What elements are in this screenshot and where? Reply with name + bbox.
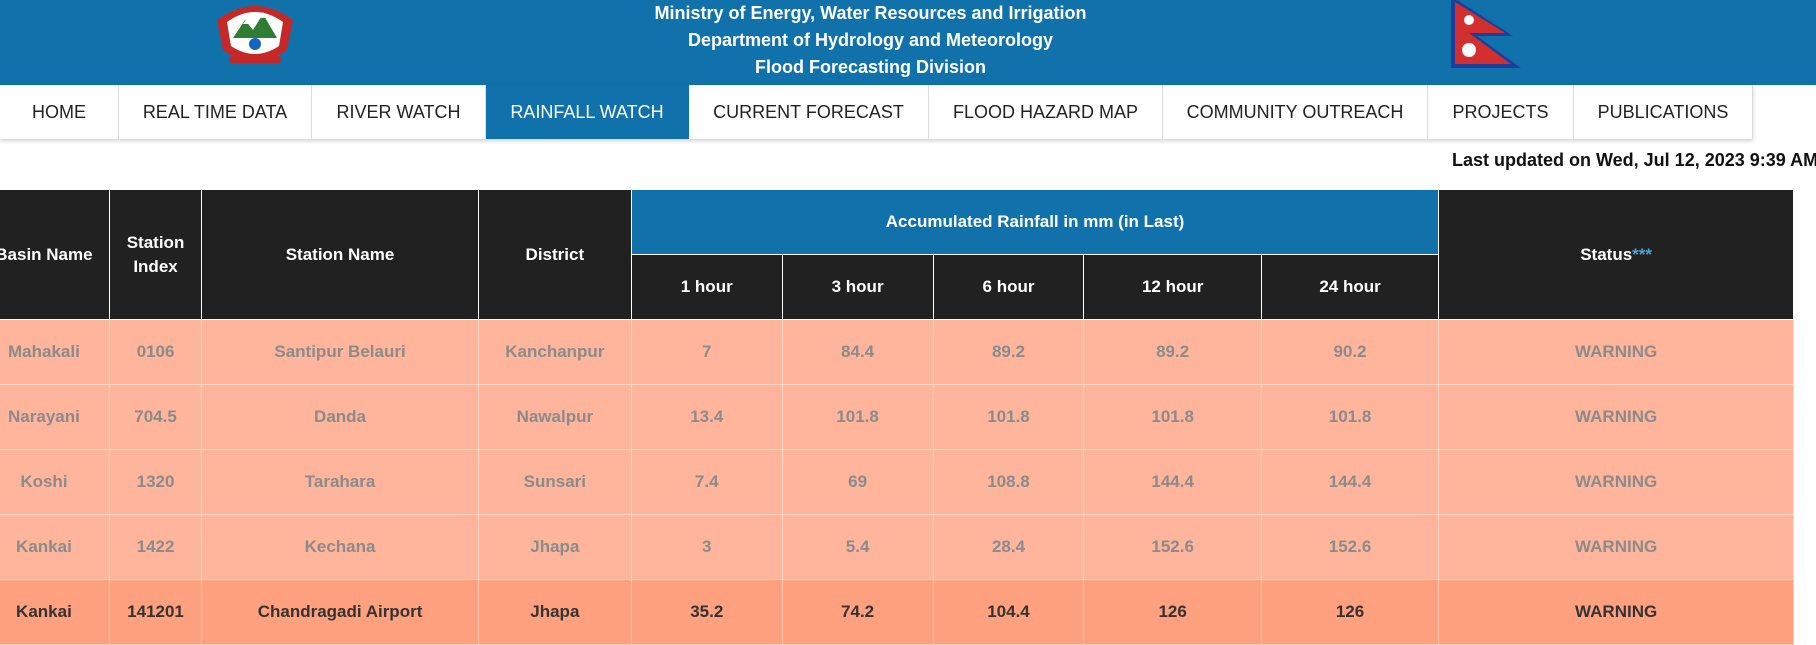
cell-12-hour: 144.4 bbox=[1083, 449, 1262, 515]
department-title: Department of Hydrology and Meteorology bbox=[687, 30, 1054, 50]
header-basin-name: Basin Name bbox=[0, 189, 110, 320]
cell-station: Kechana bbox=[201, 514, 479, 580]
cell-district: Jhapa bbox=[477, 514, 632, 580]
table-row: Koshi 1320 Tarahara Sunsari 7.4 69 108.8… bbox=[0, 449, 1794, 515]
header-accumulated-rainfall: Accumulated Rainfall in mm (in Last) bbox=[630, 189, 1440, 255]
cell-status: WARNING bbox=[1438, 319, 1794, 385]
header-station-name: Station Name bbox=[201, 189, 479, 320]
header-titles: Ministry of Energy, Water Resources and … bbox=[0, 0, 1741, 81]
cell-district: Nawalpur bbox=[477, 384, 632, 450]
cell-station: Danda bbox=[201, 384, 479, 450]
cell-6-hour: 108.8 bbox=[932, 449, 1085, 515]
division-title: Flood Forecasting Division bbox=[754, 57, 987, 77]
cell-status: WARNING bbox=[1438, 514, 1794, 580]
cell-district: Sunsari bbox=[477, 449, 632, 515]
cell-24-hour: 152.6 bbox=[1260, 514, 1440, 580]
cell-24-hour: 144.4 bbox=[1260, 449, 1440, 515]
cell-basin: Koshi bbox=[0, 449, 110, 515]
cell-6-hour: 28.4 bbox=[932, 514, 1085, 580]
cell-12-hour: 152.6 bbox=[1083, 514, 1262, 580]
status-label: Status bbox=[1580, 244, 1633, 264]
nav-home[interactable]: HOME bbox=[0, 85, 119, 139]
cell-district: Kanchanpur bbox=[477, 319, 632, 385]
cell-12-hour: 89.2 bbox=[1083, 319, 1262, 385]
cell-station: Santipur Belauri bbox=[201, 319, 479, 385]
cell-1-hour: 3 bbox=[630, 514, 783, 580]
cell-index: 1422 bbox=[108, 514, 203, 580]
header-3-hour: 3 hour bbox=[781, 254, 934, 320]
cell-12-hour: 126 bbox=[1083, 579, 1262, 645]
header-status: Status*** bbox=[1438, 189, 1794, 320]
nepal-emblem-icon bbox=[217, 6, 293, 63]
header-district: District bbox=[477, 189, 632, 320]
nav-real-time-data[interactable]: REAL TIME DATA bbox=[119, 85, 312, 139]
nav-community-outreach[interactable]: COMMUNITY OUTREACH bbox=[1163, 85, 1428, 139]
cell-1-hour: 7.4 bbox=[630, 449, 783, 515]
nepal-flag-icon bbox=[1451, 0, 1521, 68]
cell-1-hour: 35.2 bbox=[630, 579, 783, 645]
cell-6-hour: 101.8 bbox=[932, 384, 1085, 450]
cell-6-hour: 89.2 bbox=[932, 319, 1085, 385]
cell-3-hour: 74.2 bbox=[781, 579, 934, 645]
status-footnote-link[interactable]: *** bbox=[1632, 244, 1653, 264]
header-24-hour: 24 hour bbox=[1260, 254, 1440, 320]
cell-1-hour: 13.4 bbox=[630, 384, 783, 450]
cell-24-hour: 126 bbox=[1260, 579, 1440, 645]
ministry-title: Ministry of Energy, Water Resources and … bbox=[654, 3, 1087, 23]
cell-status: WARNING bbox=[1438, 449, 1794, 515]
cell-basin: Mahakali bbox=[0, 319, 110, 385]
cell-index: 141201 bbox=[108, 579, 203, 645]
table-row: Kankai 141201 Chandragadi Airport Jhapa … bbox=[0, 579, 1794, 645]
table-row: Mahakali 0106 Santipur Belauri Kanchanpu… bbox=[0, 319, 1794, 385]
cell-24-hour: 90.2 bbox=[1260, 319, 1440, 385]
cell-index: 0106 bbox=[108, 319, 203, 385]
nav-projects[interactable]: PROJECTS bbox=[1428, 85, 1574, 139]
cell-12-hour: 101.8 bbox=[1083, 384, 1262, 450]
last-updated-text: Last updated on Wed, Jul 12, 2023 9:39 A… bbox=[1452, 150, 1816, 170]
cell-basin: Narayani bbox=[0, 384, 110, 450]
cell-station: Chandragadi Airport bbox=[201, 579, 479, 645]
cell-1-hour: 7 bbox=[630, 319, 783, 385]
cell-status: WARNING bbox=[1438, 384, 1794, 450]
table-row: Kankai 1422 Kechana Jhapa 3 5.4 28.4 152… bbox=[0, 514, 1794, 580]
header-1-hour: 1 hour bbox=[630, 254, 783, 320]
header-station-index: Station Index bbox=[108, 189, 203, 320]
cell-index: 704.5 bbox=[108, 384, 203, 450]
cell-3-hour: 69 bbox=[781, 449, 934, 515]
nav-rainfall-watch[interactable]: RAINFALL WATCH bbox=[486, 85, 689, 139]
nav-flood-hazard-map[interactable]: FLOOD HAZARD MAP bbox=[929, 85, 1163, 139]
cell-6-hour: 104.4 bbox=[932, 579, 1085, 645]
cell-district: Jhapa bbox=[477, 579, 632, 645]
cell-3-hour: 5.4 bbox=[781, 514, 934, 580]
main-navigation: HOME REAL TIME DATA RIVER WATCH RAINFALL… bbox=[0, 85, 1753, 139]
site-header: Ministry of Energy, Water Resources and … bbox=[0, 0, 1816, 85]
cell-status: WARNING bbox=[1438, 579, 1794, 645]
cell-basin: Kankai bbox=[0, 514, 110, 580]
cell-24-hour: 101.8 bbox=[1260, 384, 1440, 450]
cell-basin: Kankai bbox=[0, 579, 110, 645]
cell-3-hour: 84.4 bbox=[781, 319, 934, 385]
rainfall-table: Basin Name Station Index Station Name Di… bbox=[0, 189, 1794, 645]
header-6-hour: 6 hour bbox=[932, 254, 1085, 320]
cell-station: Tarahara bbox=[201, 449, 479, 515]
nav-publications[interactable]: PUBLICATIONS bbox=[1574, 85, 1753, 139]
cell-3-hour: 101.8 bbox=[781, 384, 934, 450]
nav-current-forecast[interactable]: CURRENT FORECAST bbox=[689, 85, 929, 139]
cell-index: 1320 bbox=[108, 449, 203, 515]
nav-river-watch[interactable]: RIVER WATCH bbox=[312, 85, 486, 139]
header-12-hour: 12 hour bbox=[1083, 254, 1262, 320]
table-row: Narayani 704.5 Danda Nawalpur 13.4 101.8… bbox=[0, 384, 1794, 450]
